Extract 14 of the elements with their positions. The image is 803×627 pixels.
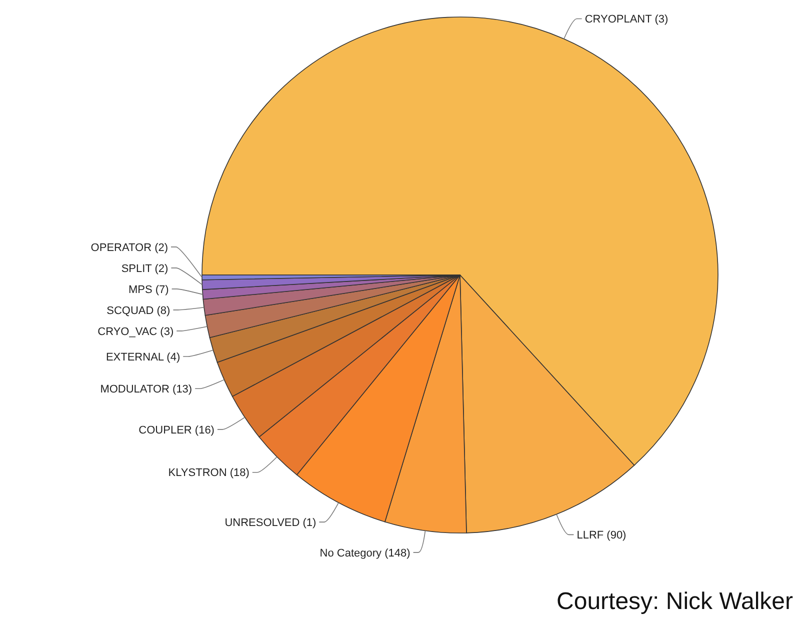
- slice-label: UNRESOLVED (1): [224, 516, 316, 529]
- slice-label: COUPLER (16): [138, 424, 214, 436]
- slice-label: EXTERNAL (4): [106, 351, 180, 364]
- slice-label: KLYSTRON (18): [168, 467, 250, 480]
- slice-label: No Category (148): [320, 547, 410, 560]
- text: Courtesy: Nick Walker: [556, 588, 794, 615]
- slice-label: OPERATOR (2): [90, 242, 168, 254]
- slice-label: MPS (7): [128, 284, 169, 296]
- slice-label: CRYOPLANT (3): [584, 14, 668, 26]
- slice-label: LLRF (90): [576, 530, 626, 542]
- slice-label: CRYO_VAC (3): [98, 326, 174, 338]
- slice-label: SCQUAD (8): [106, 304, 170, 317]
- slice-label: MODULATOR (13): [100, 383, 192, 396]
- slice-label: SPLIT (2): [121, 262, 168, 275]
